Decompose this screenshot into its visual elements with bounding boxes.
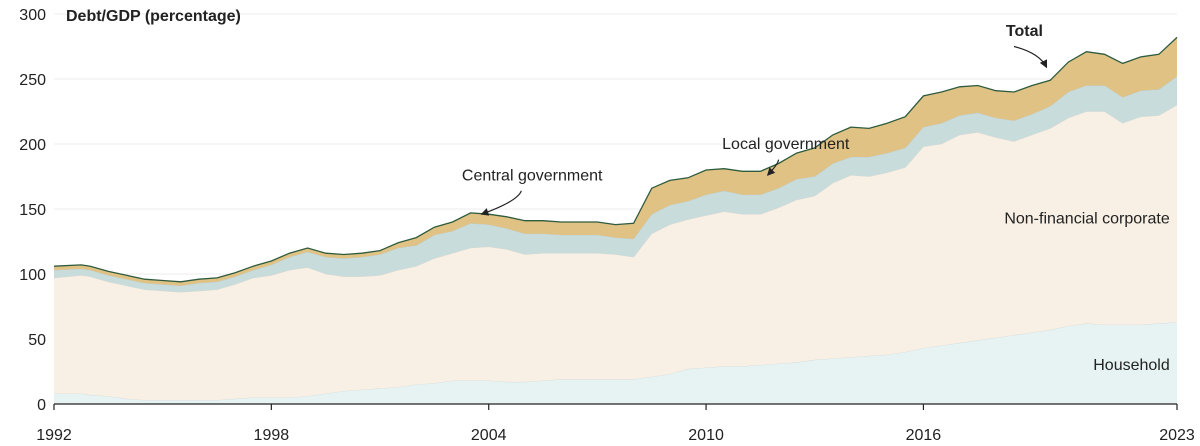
annotation-household: Household xyxy=(1093,357,1170,374)
y-tick-label: 200 xyxy=(19,137,46,154)
annotation-total: Total xyxy=(1006,23,1043,40)
area-household xyxy=(54,322,1177,404)
annotation-central-government: Central government xyxy=(462,167,603,184)
y-tick-label: 100 xyxy=(19,267,46,284)
y-tick-label: 150 xyxy=(19,202,46,219)
stacked-areas xyxy=(53,37,1178,404)
y-tick-label: 0 xyxy=(37,397,46,414)
y-tick-label: 250 xyxy=(19,72,46,89)
annotation-arrow-total xyxy=(1013,45,1048,69)
annotation-arrow-local-government xyxy=(766,159,780,176)
annotation-arrow-central-government xyxy=(480,190,522,216)
x-tick-label: 2023 xyxy=(1159,427,1195,444)
axes: 0 50 100 150 200 250 300 1992 1998 2004 2010 2016 20… xyxy=(19,7,1195,444)
annotation-non-financial-corporate: Non-financial corporate xyxy=(1004,210,1170,227)
y-tick-label: 300 xyxy=(19,7,46,24)
total-line-group xyxy=(53,36,1178,283)
x-tick-label: 2004 xyxy=(471,427,507,444)
x-tick-label: 2016 xyxy=(906,427,942,444)
area-non-financial-corporate xyxy=(54,105,1177,401)
y-axis-title: Debt/GDP (percentage) xyxy=(66,8,241,25)
y-tick-label: 50 xyxy=(28,332,46,349)
annotations: Total Local government Central government N… xyxy=(462,23,1170,374)
x-tick-label: 1998 xyxy=(254,427,290,444)
total-line xyxy=(53,36,1178,283)
x-tick-label: 1992 xyxy=(36,427,72,444)
annotation-local-government: Local government xyxy=(722,136,850,153)
x-tick-label: 2010 xyxy=(688,427,724,444)
area-local-government xyxy=(54,37,1177,286)
area-central-government xyxy=(54,76,1177,293)
